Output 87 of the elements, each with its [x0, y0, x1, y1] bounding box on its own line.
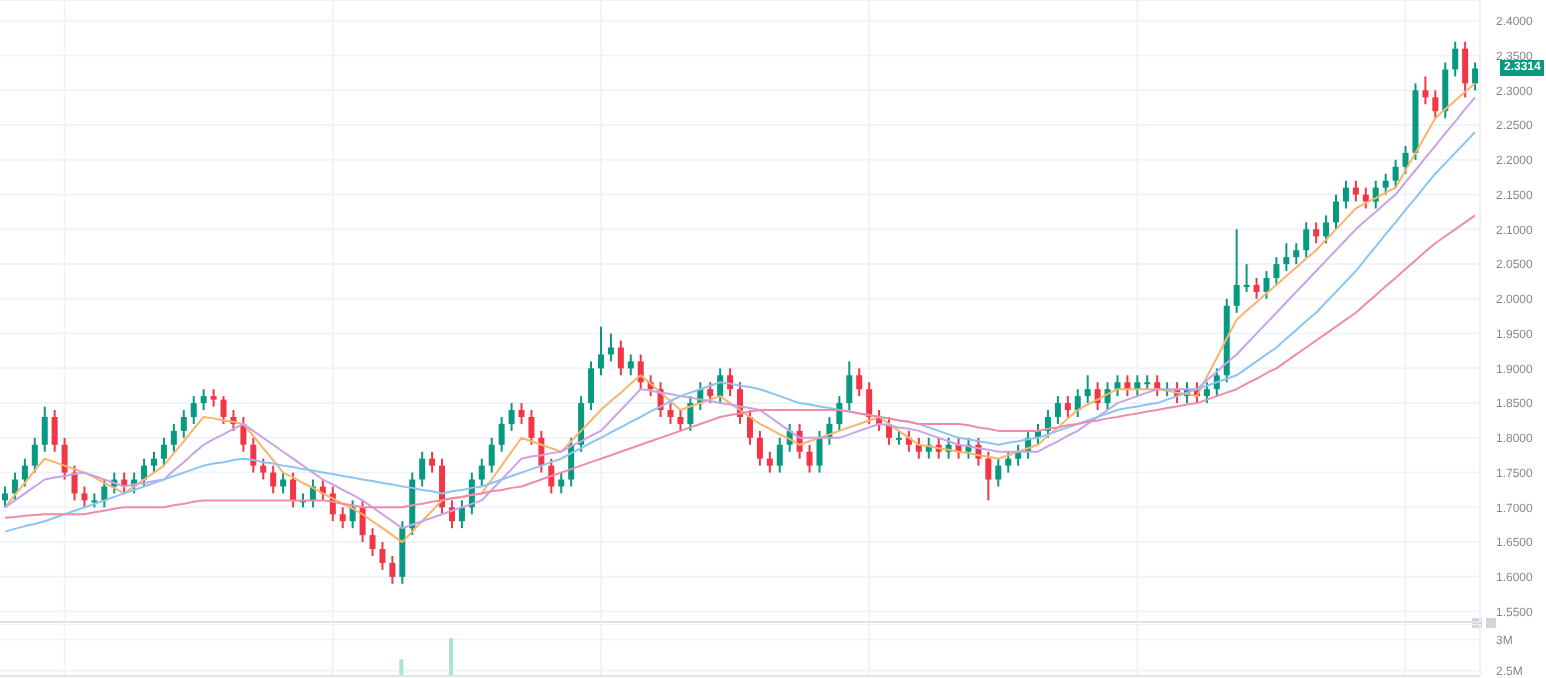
candlestick: [1293, 242, 1300, 266]
candlestick: [746, 409, 753, 446]
candlestick: [627, 353, 634, 377]
candlestick: [1283, 242, 1290, 273]
candlestick: [1432, 89, 1439, 120]
candlestick: [806, 443, 813, 474]
candlestick: [518, 402, 525, 425]
candlestick: [687, 395, 694, 432]
candlestick: [915, 436, 922, 460]
candlestick: [31, 436, 38, 474]
candlestick: [150, 450, 157, 474]
candlestick: [1303, 221, 1310, 259]
candlestick: [1005, 450, 1012, 474]
candlestick: [290, 471, 297, 509]
candlestick: [160, 436, 167, 467]
candlestick: [1114, 374, 1121, 398]
candlestick: [836, 395, 843, 432]
candlestick: [81, 485, 88, 509]
candlestick: [1402, 144, 1409, 175]
candlestick: [339, 506, 346, 530]
candlestick: [677, 409, 684, 432]
candlestick: [1273, 256, 1280, 286]
candlestick: [1472, 61, 1479, 92]
candlestick: [1263, 270, 1270, 300]
candlestick: [190, 395, 197, 425]
candlestick: [1362, 186, 1369, 210]
candlestick: [200, 388, 207, 412]
candlestick: [240, 415, 247, 453]
candlestick: [1352, 179, 1359, 203]
candlestick: [478, 457, 485, 488]
candlestick: [61, 436, 68, 481]
candlestick: [319, 478, 326, 502]
candlestick: [1462, 40, 1469, 99]
candlestick: [389, 554, 396, 585]
candlestick: [429, 450, 436, 474]
candlestick: [260, 457, 267, 481]
candlestick: [1342, 179, 1349, 210]
candlestick: [1392, 158, 1399, 189]
candlestick: [270, 464, 277, 495]
candlestick: [1452, 40, 1459, 78]
candlestick: [141, 457, 148, 488]
candlestick: [1243, 263, 1250, 293]
candlestick: [707, 381, 714, 405]
candlestick: [1064, 395, 1071, 418]
candlestick: [856, 367, 863, 398]
candlestick: [1084, 374, 1091, 405]
candlestick: [846, 360, 853, 412]
candlestick: [508, 402, 515, 432]
candlestick: [1203, 381, 1210, 405]
candlestick: [488, 436, 495, 474]
candlestick: [816, 429, 823, 474]
candlestick: [1382, 172, 1389, 196]
candlestick: [528, 409, 535, 446]
candlestick: [220, 395, 227, 425]
candlestick: [101, 478, 108, 509]
candlestick: [588, 360, 595, 412]
candlestick: [498, 415, 505, 453]
candlestick: [1253, 276, 1260, 300]
candlestick: [1074, 388, 1081, 418]
candlestick: [419, 450, 426, 488]
candlestick: [1422, 75, 1429, 106]
candlestick: [617, 339, 624, 377]
candlestick: [756, 429, 763, 467]
candlestick: [607, 332, 614, 363]
candlestick: [866, 381, 873, 425]
candlestick: [180, 409, 187, 439]
candlestick: [776, 436, 783, 474]
candlestick: [766, 450, 773, 474]
candlestick: [41, 405, 48, 453]
candlestick: [369, 527, 376, 557]
candlestick: [985, 450, 992, 502]
candlestick: [995, 457, 1002, 488]
candlestick: [1313, 221, 1320, 245]
candlestick: [2, 485, 8, 509]
candlestick: [1054, 395, 1061, 425]
candlestick: [21, 457, 28, 488]
candlestick: [1442, 61, 1449, 120]
candlestick: [597, 325, 604, 377]
candlestick: [1323, 214, 1330, 245]
candlestick: [1233, 228, 1240, 314]
candlestick: [379, 541, 386, 571]
candlestick: [458, 499, 465, 530]
candlestick: [170, 422, 177, 453]
candlestick: [667, 402, 674, 425]
candlestick: [1333, 193, 1340, 231]
candlestick: [51, 409, 58, 453]
candlestick: [250, 436, 257, 474]
